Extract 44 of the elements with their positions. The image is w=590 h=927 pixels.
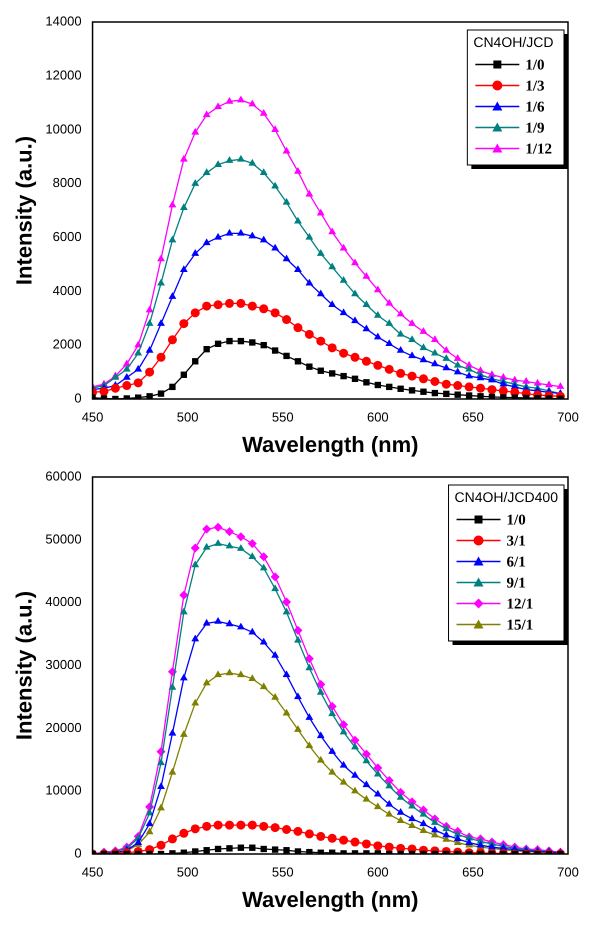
x-tick-label: 450: [82, 864, 104, 880]
y-tick-label: 0: [74, 390, 82, 406]
y-tick-label: 12000: [45, 67, 82, 82]
x-tick-label: 650: [462, 864, 484, 880]
x-tick-label: 550: [272, 864, 294, 880]
y-tick-label: 0: [74, 846, 82, 861]
y-axis-title: Intensity (a.u.): [11, 136, 36, 286]
legend-label: 1/6: [525, 99, 545, 116]
legend-label: 15/1: [506, 617, 534, 634]
legend-label: 1/3: [525, 78, 545, 94]
legend-title: CN4OH/JCD400: [454, 488, 558, 505]
legend-label: 9/1: [506, 575, 526, 592]
x-tick-label: 500: [176, 409, 198, 424]
y-tick-label: 60000: [45, 468, 82, 484]
x-tick-label: 550: [272, 409, 294, 424]
legend-label: 3/1: [506, 533, 526, 550]
x-tick-label: 600: [366, 409, 389, 424]
x-tick-label: 700: [557, 864, 579, 880]
x-axis-title: Wavelength (nm): [242, 886, 418, 912]
x-axis-title: Wavelength (nm): [242, 432, 418, 457]
y-tick-label: 20000: [45, 720, 82, 735]
legend-label: 1/0: [506, 512, 526, 528]
legend-label: 1/12: [525, 141, 552, 158]
legend-title: CN4OH/JCD: [473, 34, 554, 50]
y-tick-label: 2000: [52, 336, 82, 352]
y-tick-label: 30000: [45, 657, 82, 672]
x-tick-label: 500: [176, 864, 198, 880]
x-tick-label: 450: [82, 409, 104, 424]
y-tick-label: 10000: [45, 121, 82, 136]
y-tick-label: 8000: [52, 175, 82, 190]
y-axis-title: Intensity (a.u.): [11, 590, 36, 740]
x-tick-label: 600: [366, 864, 389, 880]
y-tick-label: 10000: [45, 782, 82, 798]
y-tick-label: 4000: [52, 282, 82, 298]
legend-label: 12/1: [506, 596, 534, 612]
legend-label: 1/9: [525, 120, 545, 136]
y-tick-label: 40000: [45, 594, 82, 610]
y-tick-label: 50000: [45, 531, 82, 546]
legend-label: 1/0: [525, 57, 545, 74]
y-tick-label: 6000: [52, 229, 82, 244]
x-tick-label: 700: [557, 409, 579, 424]
legend-label: 6/1: [506, 554, 526, 570]
x-tick-label: 650: [462, 409, 484, 424]
y-tick-label: 14000: [45, 14, 82, 29]
